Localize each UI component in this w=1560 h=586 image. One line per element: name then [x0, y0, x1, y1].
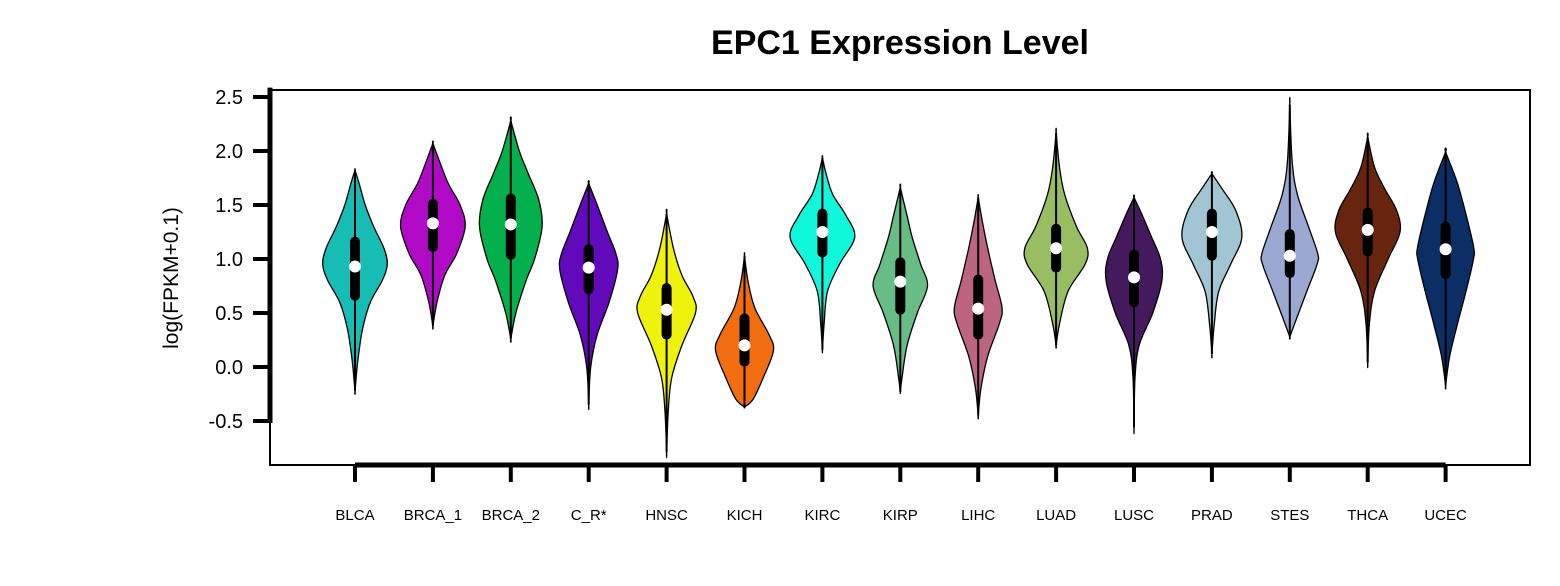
violin-STES: [1260, 96, 1320, 340]
x-tick-label: HNSC: [645, 507, 688, 524]
violin-median: [894, 275, 907, 288]
x-tick-label: STES: [1270, 507, 1309, 524]
violin-median: [504, 218, 517, 231]
violin-median: [1128, 271, 1140, 284]
violin-median: [972, 302, 985, 315]
violin-median: [582, 261, 595, 274]
violin-BRCA_2: [478, 116, 543, 343]
x-tick-label: PRAD: [1191, 507, 1233, 524]
y-tick-label: 1.0: [215, 249, 243, 271]
chart-title: EPC1 Expression Level: [711, 24, 1089, 62]
violin-KIRC: [789, 154, 856, 354]
violin-median: [1205, 226, 1218, 238]
y-tick-label: 2.5: [215, 87, 243, 109]
y-axis: -0.5 0.0 0.5 1.0 1.5 2.0 2.5: [209, 87, 273, 433]
x-tick-label: KIRC: [804, 507, 840, 524]
violin-median: [1050, 242, 1063, 255]
x-tick-label: LIHC: [961, 507, 995, 524]
x-tick-label: BLCA: [335, 507, 374, 524]
x-tick-label: KICH: [727, 507, 763, 524]
x-tick-label: LUAD: [1036, 507, 1076, 524]
y-tick-label: 0.5: [215, 303, 243, 325]
violins-layer: [322, 96, 1476, 459]
violin-BRCA_1: [399, 140, 466, 330]
violin-LUSC: [1104, 194, 1164, 435]
y-tick-label: -0.5: [209, 411, 243, 433]
x-tick-label: KIRP: [883, 507, 918, 524]
y-axis-title: log(FPKM+0.1): [160, 207, 183, 349]
violin-median: [816, 226, 829, 238]
x-axis: BLCA BRCA_1 BRCA_2 C_R* HNSC KICH KIRC KIRP LIHC…: [335, 462, 1467, 524]
x-tick-label: LUSC: [1114, 507, 1154, 524]
violin-UCEC: [1416, 147, 1476, 390]
violin-BLCA: [322, 168, 388, 396]
violin-C_R*: [558, 180, 619, 411]
x-tick-label: C_R*: [571, 507, 607, 524]
x-tick-label: UCEC: [1424, 507, 1467, 524]
violin-KIRP: [872, 183, 929, 395]
violin-median: [1361, 223, 1374, 236]
violin-LUAD: [1023, 127, 1089, 349]
violin-median: [349, 260, 361, 273]
violin-HNSC: [636, 208, 697, 459]
y-tick-label: 0.0: [215, 357, 243, 379]
violin-median: [738, 339, 751, 352]
y-tick-label: 1.5: [215, 195, 243, 217]
violin-LIHC: [953, 193, 1003, 420]
violin-KICH: [714, 251, 775, 409]
x-tick-label: BRCA_1: [404, 507, 462, 524]
violin-PRAD: [1181, 171, 1243, 359]
violin-median: [1283, 249, 1296, 262]
violin-median: [660, 303, 673, 316]
x-tick-label: THCA: [1347, 507, 1388, 524]
y-tick-label: 2.0: [215, 141, 243, 163]
violin-THCA: [1334, 132, 1402, 369]
x-tick-label: BRCA_2: [482, 507, 540, 524]
violin-median: [1439, 243, 1452, 256]
violin-median: [426, 217, 439, 230]
